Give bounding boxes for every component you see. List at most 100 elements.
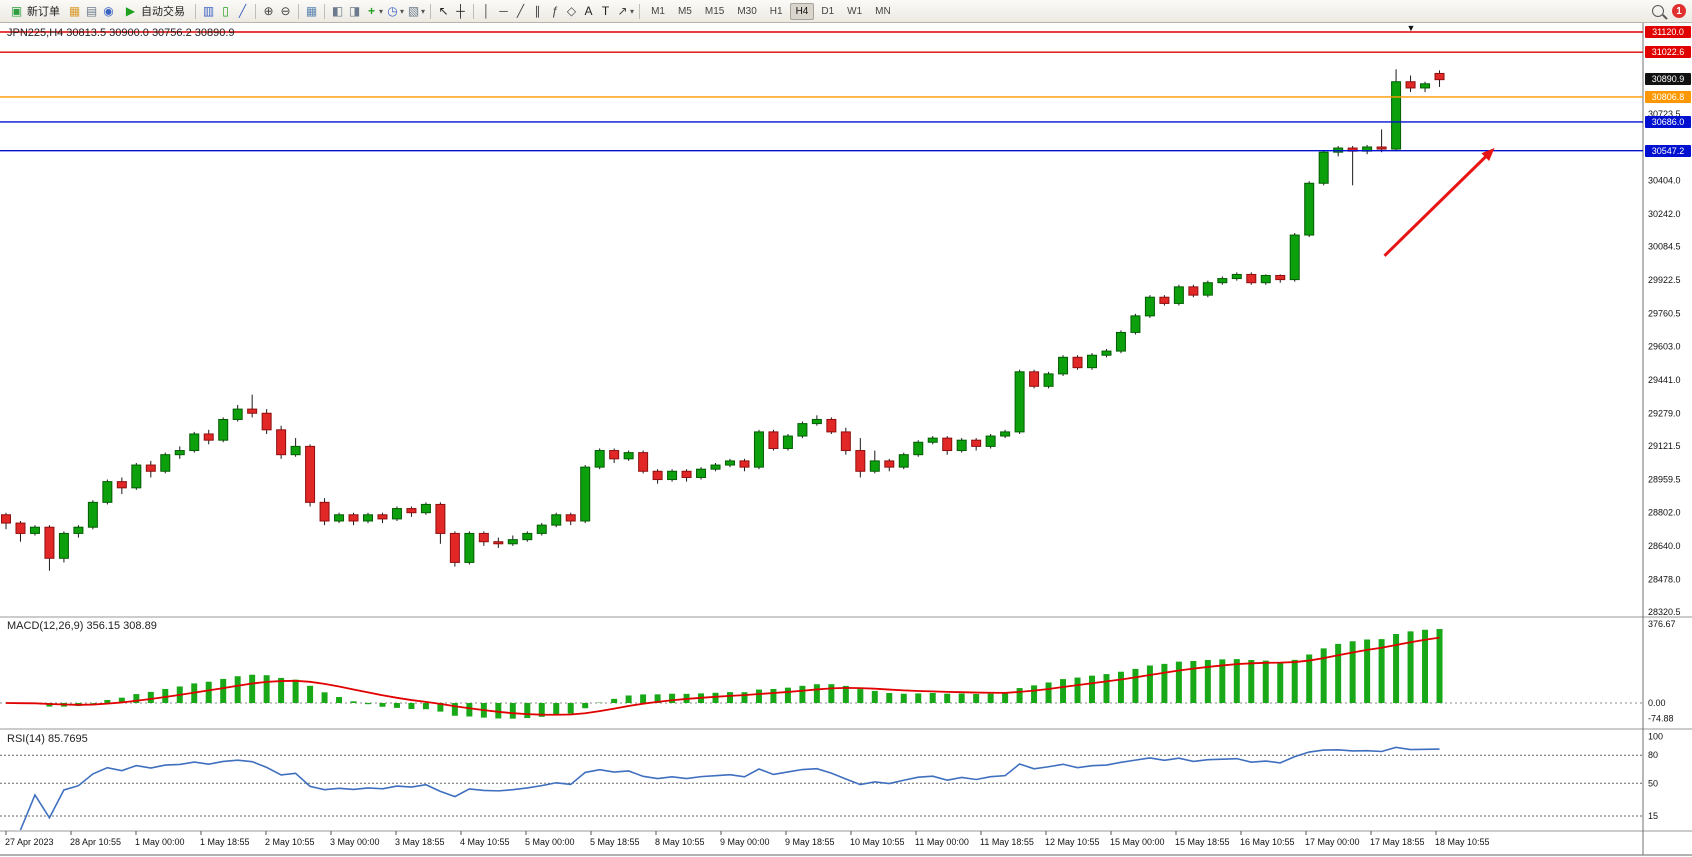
svg-text:29279.0: 29279.0	[1648, 408, 1681, 418]
shapes-tool-icon[interactable]: ◇	[566, 4, 577, 18]
time-axis: 27 Apr 2023 28 Apr 10:55 1 May 00:00 1 May …	[5, 831, 1490, 847]
timeframe-h4[interactable]: H4	[789, 2, 815, 20]
tile-windows-icon[interactable]: ▦	[305, 4, 318, 18]
headset-icon[interactable]: ◉	[103, 4, 114, 18]
svg-text:8 May 10:55: 8 May 10:55	[655, 837, 705, 847]
svg-text:0.00: 0.00	[1648, 698, 1666, 708]
price-label-box: 30806.8	[1645, 90, 1691, 103]
candlestick-chart-icon[interactable]: ▯	[222, 4, 229, 18]
toolbar: ▣ 新订单 ▦ ▤ ◉ ▶ 自动交易 ▥ ▯ ╱ ⊕ ⊖ ▦ ◧ ◨ + ▾ ◷ ▾…	[0, 0, 1692, 23]
pane-frame	[0, 22, 1692, 856]
svg-text:28640.0: 28640.0	[1648, 541, 1681, 551]
channel-tool-icon[interactable]: ∥	[534, 4, 541, 18]
svg-text:15: 15	[1648, 811, 1658, 821]
price-label-box: 30686.0	[1645, 115, 1691, 128]
timeframe-mn[interactable]: MN	[875, 5, 891, 17]
fibonacci-tool-icon[interactable]: ƒ	[551, 4, 558, 18]
svg-text:29760.5: 29760.5	[1648, 309, 1681, 319]
cursor-icon[interactable]: ↖	[438, 4, 449, 18]
dropdown-arrow-icon[interactable]: ▾	[421, 6, 426, 16]
svg-text:17 May 18:55: 17 May 18:55	[1370, 837, 1425, 847]
horizontal-lines	[0, 31, 1643, 152]
toolbar-separator	[195, 3, 196, 19]
svg-text:11 May 18:55: 11 May 18:55	[980, 837, 1034, 847]
price-label-box: 31022.6	[1645, 46, 1691, 59]
svg-text:30242.0: 30242.0	[1648, 209, 1681, 219]
periods-icon[interactable]: ◷	[387, 4, 398, 18]
timeframe-m1[interactable]: M1	[651, 5, 665, 17]
svg-text:80: 80	[1648, 750, 1658, 760]
autotrading-button[interactable]: ▶ 自动交易	[118, 1, 190, 21]
chart-ohlc-title: JPN225,H4 30813.5 30900.0 30756.2 30890.…	[7, 27, 235, 39]
notification-badge[interactable]: 1	[1672, 4, 1686, 18]
zoom-in-icon[interactable]: ⊕	[263, 4, 274, 18]
svg-text:28 Apr 10:55: 28 Apr 10:55	[70, 837, 121, 847]
data-window-icon[interactable]: ◧	[331, 4, 344, 18]
svg-text:17 May 00:00: 17 May 00:00	[1305, 837, 1360, 847]
timeframe-m5[interactable]: M5	[677, 5, 692, 17]
search-icon[interactable]	[1652, 5, 1664, 17]
text-tool-icon[interactable]: A	[584, 4, 593, 18]
zoom-out-icon[interactable]: ⊖	[280, 4, 291, 18]
svg-text:30084.5: 30084.5	[1648, 242, 1681, 252]
svg-text:50: 50	[1648, 778, 1658, 788]
timeframe-m30[interactable]: M30	[737, 5, 757, 17]
svg-text:28959.5: 28959.5	[1648, 475, 1681, 485]
autotrading-label: 自动交易	[141, 6, 185, 18]
arrows-tool-icon[interactable]: ↗	[617, 4, 628, 18]
new-order-icon: ▣	[10, 4, 23, 18]
rsi-label: RSI(14) 85.7695	[7, 733, 88, 745]
svg-text:27 Apr 2023: 27 Apr 2023	[5, 837, 54, 847]
svg-text:18 May 10:55: 18 May 10:55	[1435, 837, 1490, 847]
timeframe-m15[interactable]: M15	[704, 5, 725, 17]
svg-text:9 May 00:00: 9 May 00:00	[720, 837, 770, 847]
timeframe-h1[interactable]: H1	[769, 5, 783, 17]
vertical-line-tool-icon[interactable]: │	[482, 4, 491, 18]
trendline-tool-icon[interactable]: ╱	[516, 4, 525, 18]
navigator-icon[interactable]: ◨	[348, 4, 361, 18]
crosshair-icon[interactable]: ┼	[456, 4, 465, 18]
svg-text:29603.0: 29603.0	[1648, 341, 1681, 351]
new-order-button[interactable]: ▣ 新订单	[4, 1, 65, 21]
svg-text:3 May 00:00: 3 May 00:00	[330, 837, 380, 847]
annotations: ▼	[1383, 23, 1495, 257]
toolbar-separator	[473, 3, 475, 19]
indicators-icon[interactable]: +	[367, 4, 375, 18]
svg-text:28802.0: 28802.0	[1648, 507, 1681, 517]
svg-text:29441.0: 29441.0	[1648, 375, 1681, 385]
svg-text:29121.5: 29121.5	[1648, 441, 1681, 451]
horizontal-line-tool-icon[interactable]: ─	[499, 4, 508, 18]
line-chart-icon[interactable]: ╱	[238, 4, 247, 18]
svg-text:16 May 10:55: 16 May 10:55	[1240, 837, 1295, 847]
svg-text:15 May 00:00: 15 May 00:00	[1110, 837, 1165, 847]
candles	[1, 69, 1445, 571]
svg-text:▼: ▼	[1407, 23, 1416, 33]
dropdown-arrow-icon[interactable]: ▾	[630, 6, 635, 16]
svg-text:5 May 18:55: 5 May 18:55	[590, 837, 640, 847]
dropdown-arrow-icon[interactable]: ▾	[379, 6, 384, 16]
package-icon[interactable]: ▦	[68, 4, 81, 18]
svg-text:10 May 10:55: 10 May 10:55	[850, 837, 905, 847]
svg-text:30723.5: 30723.5	[1648, 109, 1681, 119]
print-icon[interactable]: ▤	[85, 4, 98, 18]
svg-text:5 May 00:00: 5 May 00:00	[525, 837, 575, 847]
svg-text:30404.0: 30404.0	[1648, 175, 1681, 185]
svg-text:3 May 18:55: 3 May 18:55	[395, 837, 445, 847]
bar-chart-icon[interactable]: ▥	[202, 4, 215, 18]
timeframe-d1[interactable]: D1	[821, 5, 835, 17]
svg-text:12 May 10:55: 12 May 10:55	[1045, 837, 1100, 847]
svg-text:4 May 10:55: 4 May 10:55	[460, 837, 510, 847]
text-label-tool-icon[interactable]: T	[601, 4, 610, 18]
macd-label: MACD(12,26,9) 356.15 308.89	[7, 620, 157, 632]
toolbar-right-group: 1	[1652, 4, 1688, 18]
price-label-box: 30547.2	[1645, 144, 1691, 157]
svg-text:-74.88: -74.88	[1648, 714, 1674, 724]
svg-text:28478.0: 28478.0	[1648, 574, 1681, 584]
svg-text:15 May 18:55: 15 May 18:55	[1175, 837, 1230, 847]
svg-text:2 May 10:55: 2 May 10:55	[265, 837, 315, 847]
timeframe-w1[interactable]: W1	[847, 5, 863, 17]
dropdown-arrow-icon[interactable]: ▾	[400, 6, 405, 16]
templates-icon[interactable]: ▧	[407, 4, 420, 18]
